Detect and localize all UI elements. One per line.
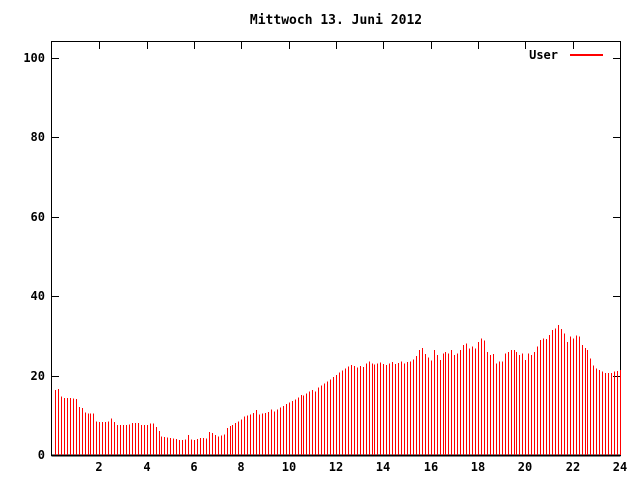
y-tick-label-100: 100: [23, 51, 45, 65]
x-tick-label-12: 12: [329, 460, 343, 474]
x-tick-label-2: 2: [95, 460, 102, 474]
x-tick-label-14: 14: [376, 460, 390, 474]
y-tick-label-0: 0: [38, 448, 45, 462]
x-tick-label-4: 4: [143, 460, 150, 474]
x-tick-label-16: 16: [424, 460, 438, 474]
chart-title: Mittwoch 13. Juni 2012: [250, 13, 422, 28]
series-user-bars: [55, 324, 621, 455]
y-tick-label-60: 60: [31, 210, 45, 224]
x-tick-label-6: 6: [190, 460, 197, 474]
y-tick-label-40: 40: [31, 289, 45, 303]
x-tick-label-10: 10: [282, 460, 296, 474]
x-tick-label-8: 8: [237, 460, 244, 474]
y-tick-label-80: 80: [31, 130, 45, 144]
y-axis-tick-labels: 0 20 40 60 80 100: [23, 51, 45, 462]
x-tick-label-20: 20: [518, 460, 532, 474]
x-tick-label-24: 24: [613, 460, 627, 474]
legend-user-label: User: [529, 48, 558, 62]
x-axis-tick-labels: 2 4 6 8 10 12 14 16 18 20 22 24: [95, 460, 627, 474]
legend: User: [529, 48, 603, 62]
x-tick-label-18: 18: [471, 460, 485, 474]
y-tick-label-20: 20: [31, 369, 45, 383]
x-tick-label-22: 22: [566, 460, 580, 474]
